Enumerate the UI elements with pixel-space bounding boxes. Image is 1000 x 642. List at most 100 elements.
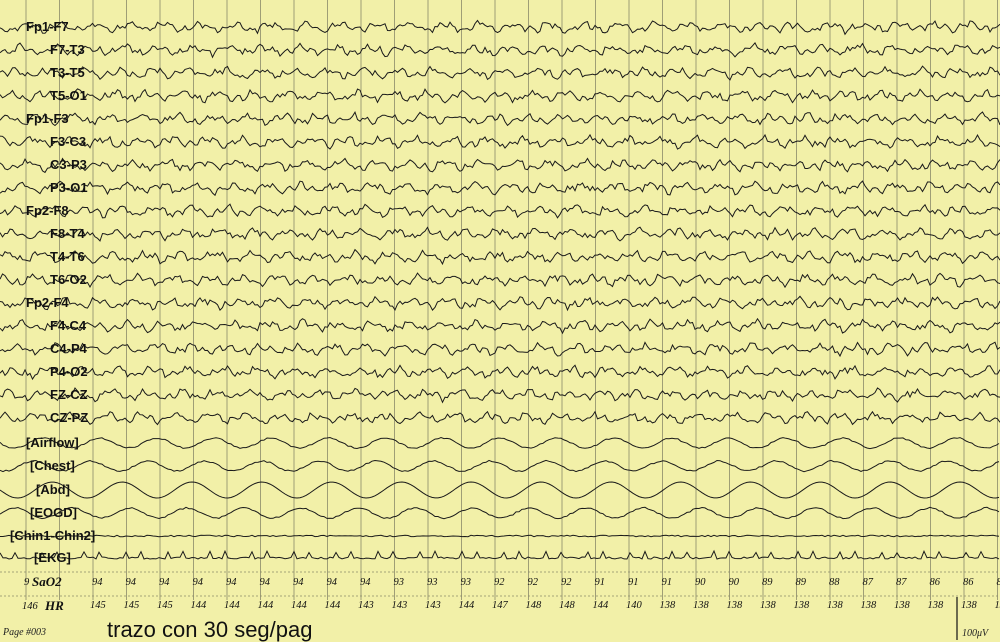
channel-label: T5-O1 xyxy=(50,88,87,103)
sao2-value: 94 xyxy=(92,577,103,588)
eeg-trace xyxy=(0,19,1000,36)
hr-value: 144 xyxy=(291,600,308,611)
sao2-value: 87 xyxy=(863,577,874,588)
hr-value: 144 xyxy=(191,600,208,611)
eeg-trace xyxy=(0,341,1000,358)
channel-label: Fp2-F8 xyxy=(26,203,69,218)
hr-value: 144 xyxy=(258,600,275,611)
sao2-value: 90 xyxy=(695,577,706,588)
eeg-trace xyxy=(0,226,1000,242)
sao2-value: 90 xyxy=(729,577,740,588)
resp-channel-label: [Chin1-Chin2] xyxy=(10,528,95,543)
eeg-trace xyxy=(0,317,1000,335)
resp-channel-label: [Abd] xyxy=(36,482,70,497)
eeg-trace xyxy=(0,133,1000,150)
hr-value: 148 xyxy=(526,600,543,611)
resp-trace xyxy=(0,481,1000,499)
hr-value: 144 xyxy=(459,600,476,611)
sao2-value: 92 xyxy=(494,577,505,588)
hr-values: 145 145 145 144 144 144 144 144 143 143 143 144 147 1… xyxy=(90,600,1000,611)
channel-label: Fp1-F7 xyxy=(26,19,69,34)
channel-label: CZ-PZ xyxy=(50,410,88,425)
sao2-value: 91 xyxy=(595,577,606,588)
sao2-value: 92 xyxy=(561,577,572,588)
sao2-value: 94 xyxy=(126,577,137,588)
hr-value: 143 xyxy=(425,600,441,611)
hr-value: 140 xyxy=(626,600,643,611)
sao2-value: 91 xyxy=(628,577,639,588)
hr-value: 138 xyxy=(827,600,844,611)
sao2-value: 94 xyxy=(360,577,371,588)
eeg-trace xyxy=(0,203,1000,219)
hr-value: 144 xyxy=(325,600,342,611)
hr-label: HR xyxy=(44,598,64,613)
hr-value: 148 xyxy=(559,600,576,611)
channel-label: F7-T3 xyxy=(50,42,85,57)
sao2-value: 93 xyxy=(427,577,438,588)
hr-value: 138 xyxy=(894,600,911,611)
sao2-row: 9 SaO2 94 94 94 94 94 94 94 94 94 93 93 93 92 92 92 91 9… xyxy=(24,574,1000,589)
eeg-trace xyxy=(0,387,1000,404)
hr-value: 143 xyxy=(358,600,374,611)
eeg-trace xyxy=(0,88,1000,104)
eeg-trace xyxy=(0,111,1000,127)
hr-value: 145 xyxy=(124,600,140,611)
eeg-traces xyxy=(0,19,1000,560)
channel-label: F4-C4 xyxy=(50,318,87,333)
hr-value: 145 xyxy=(90,600,106,611)
resp-channel-label: [EKG] xyxy=(34,550,71,565)
sao2-value: 94 xyxy=(327,577,338,588)
hr-value: 138 xyxy=(760,600,777,611)
hr-value: 138 xyxy=(961,600,978,611)
resp-channel-label: [Chest] xyxy=(30,458,75,473)
sao2-value: 93 xyxy=(461,577,472,588)
channel-label: T4-T6 xyxy=(50,249,85,264)
channel-label: Fp1-F3 xyxy=(26,111,69,126)
channel-label: FZ-CZ xyxy=(50,387,88,402)
resp-trace xyxy=(0,506,1000,520)
eeg-trace xyxy=(0,272,1000,289)
eeg-trace xyxy=(0,295,1000,312)
resp-trace xyxy=(0,459,1000,473)
sao2-value: 87 xyxy=(896,577,907,588)
hr-value: 143 xyxy=(392,600,408,611)
sao2-values: 94 94 94 94 94 94 94 94 94 93 93 93 92 92 92 91 91 91 90 90… xyxy=(92,577,1000,588)
hr-value: 147 xyxy=(492,600,509,611)
hr-value: 138 xyxy=(794,600,811,611)
eeg-trace xyxy=(0,180,1000,197)
channel-labels: Fp1-F7 F7-T3 T3-T5 T5-O1 Fp1-F3 F3-C3 C3-P3 P3-… xyxy=(26,19,88,425)
hr-value: 144 xyxy=(224,600,241,611)
sao2-value: 86 xyxy=(963,577,974,588)
sao2-value: 89 xyxy=(796,577,807,588)
channel-label: P4-O2 xyxy=(50,364,88,379)
eeg-trace xyxy=(0,65,1000,81)
caption-text: trazo con 30 seg/pag xyxy=(107,617,312,642)
eeg-trace xyxy=(0,157,1000,174)
channel-label: P3-O1 xyxy=(50,180,88,195)
resp-channel-label: [EOGD] xyxy=(30,505,77,520)
hr-row: 146 HR 145 145 145 144 144 144 144 144 143 143 143… xyxy=(22,598,1000,613)
sao2-value: 91 xyxy=(662,577,673,588)
page-number: Page #003 xyxy=(2,627,46,638)
eeg-trace xyxy=(0,364,1000,381)
hr-value: 138 xyxy=(727,600,744,611)
sao2-value: 94 xyxy=(293,577,304,588)
hr-value: 144 xyxy=(593,600,610,611)
hr-value: 138 xyxy=(693,600,710,611)
sao2-value: 94 xyxy=(226,577,237,588)
resp-channel-label: [Airflow] xyxy=(26,435,79,450)
time-grid xyxy=(0,0,1000,600)
resp-trace xyxy=(0,534,1000,538)
sao2-label: SaO2 xyxy=(32,574,62,589)
hr-value: 138 xyxy=(995,600,1000,611)
hr-first-value: 146 xyxy=(22,601,39,612)
resp-trace xyxy=(0,436,1000,450)
eeg-trace xyxy=(0,42,1000,59)
sao2-value: 85 xyxy=(997,577,1000,588)
sao2-value: 89 xyxy=(762,577,773,588)
channel-label: C4-P4 xyxy=(50,341,88,356)
hr-value: 138 xyxy=(660,600,677,611)
sao2-value: 88 xyxy=(829,577,840,588)
channel-label: C3-P3 xyxy=(50,157,87,172)
